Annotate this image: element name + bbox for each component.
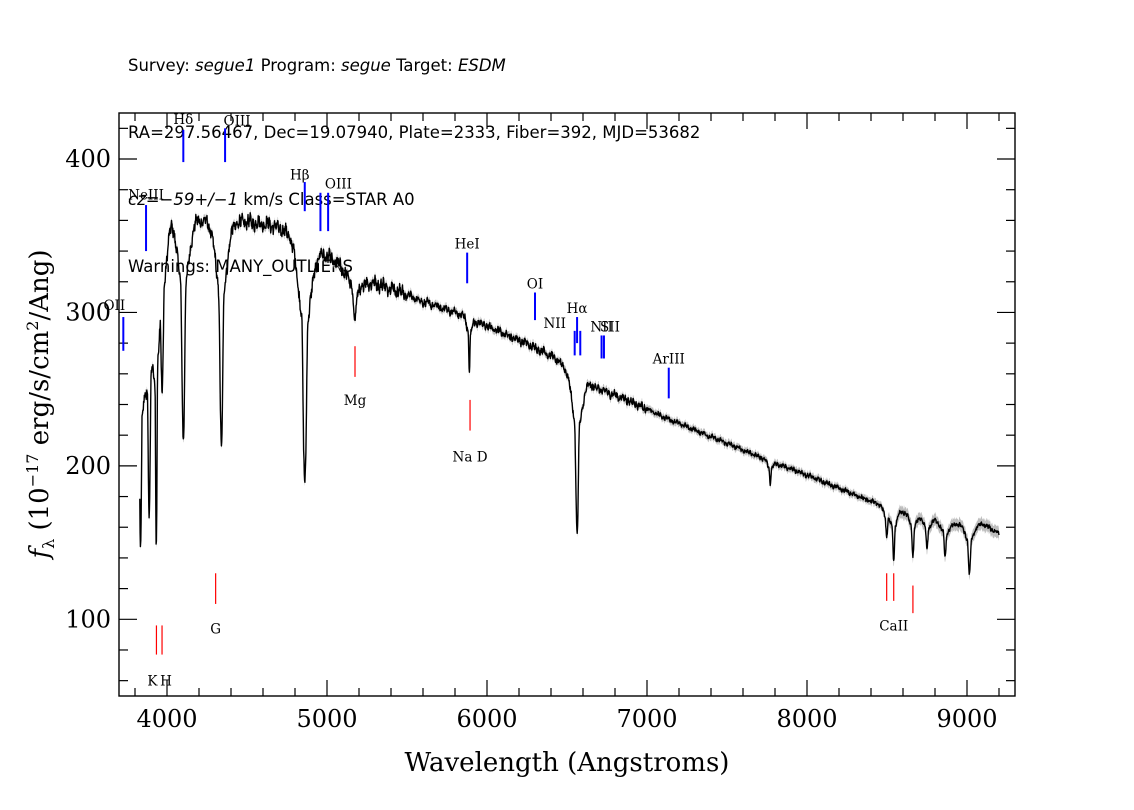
x-tick-label: 5000 [296, 705, 357, 733]
spectrum-header: Survey: segue1 Program: segue Target: ES… [128, 10, 700, 301]
header-line-coordinates: RA=297.56467, Dec=19.07940, Plate=2333, … [128, 123, 701, 143]
y-axis-units: erg/s/cm [25, 331, 55, 454]
line-label: Mg [344, 393, 367, 409]
target-label: Target: [390, 55, 458, 75]
y-tick-label: 100 [65, 605, 111, 633]
line-label: Na D [453, 450, 488, 466]
x-tick-labels: 4000 5000 6000 7000 8000 9000 [136, 705, 997, 733]
line-label: OII [103, 298, 125, 314]
line-label: OI [527, 276, 543, 292]
y-tick-label: 300 [65, 298, 111, 326]
x-tick-label: 4000 [136, 705, 197, 733]
line-label: OIII [325, 177, 352, 193]
line-label: HeI [455, 236, 480, 252]
x-tick-label: 6000 [456, 705, 517, 733]
error-band-area [139, 209, 1000, 581]
target-value: ESDM [457, 55, 506, 75]
header-line-survey: Survey: segue1 Program: segue Target: ES… [128, 55, 700, 77]
y-axis-exponent-2: 2 [23, 321, 42, 331]
y-axis-title: fλ (10−17 erg/s/cm2/Ang) [23, 249, 58, 560]
class-value: km/s Class=STAR A0 [238, 190, 415, 210]
spectrum-line [139, 212, 1000, 575]
y-axis-tail: /Ang) [25, 249, 55, 320]
line-label: NeIII [128, 187, 164, 203]
line-label: NII [543, 316, 565, 332]
plot-frame [118, 112, 1016, 697]
header-line-redshift: cz=−59+/−1 km/s Class=STAR A0 [128, 189, 700, 211]
line-label: Hβ [290, 167, 310, 183]
line-label: OIII [224, 114, 251, 130]
line-label: H [160, 674, 172, 690]
x-tick-label: 9000 [936, 705, 997, 733]
y-tick-labels: 100 200 300 400 [65, 145, 111, 633]
x-axis-title: Wavelength (Angstroms) [405, 748, 730, 778]
survey-value: segue1 [195, 55, 256, 75]
y-tick-label: 200 [65, 452, 111, 480]
y-tick-label: 400 [65, 145, 111, 173]
y-axis-exponent: −17 [23, 454, 42, 488]
line-label: ArIII [652, 351, 685, 367]
spectrum-series [139, 212, 1000, 575]
line-label: CaII [879, 618, 908, 634]
redshift-value: cz=−59+/−1 [128, 190, 239, 210]
line-label: NII [590, 319, 612, 335]
line-label: Hδ [173, 112, 193, 128]
program-label: Program: [255, 55, 341, 75]
program-value: segue [341, 55, 391, 75]
survey-label: Survey: [128, 55, 195, 75]
line-label: Hα [567, 301, 588, 317]
x-tick-label: 8000 [776, 705, 837, 733]
line-label: G [210, 621, 221, 637]
major-ticks [119, 113, 1015, 696]
line-label: K [147, 674, 158, 690]
x-tick-label: 7000 [616, 705, 677, 733]
minor-ticks [119, 113, 1015, 696]
y-axis-main: (10 [25, 487, 55, 539]
line-label: SII [600, 319, 620, 335]
error-band [139, 209, 1000, 581]
y-axis-symbol-sub: λ [39, 539, 58, 549]
